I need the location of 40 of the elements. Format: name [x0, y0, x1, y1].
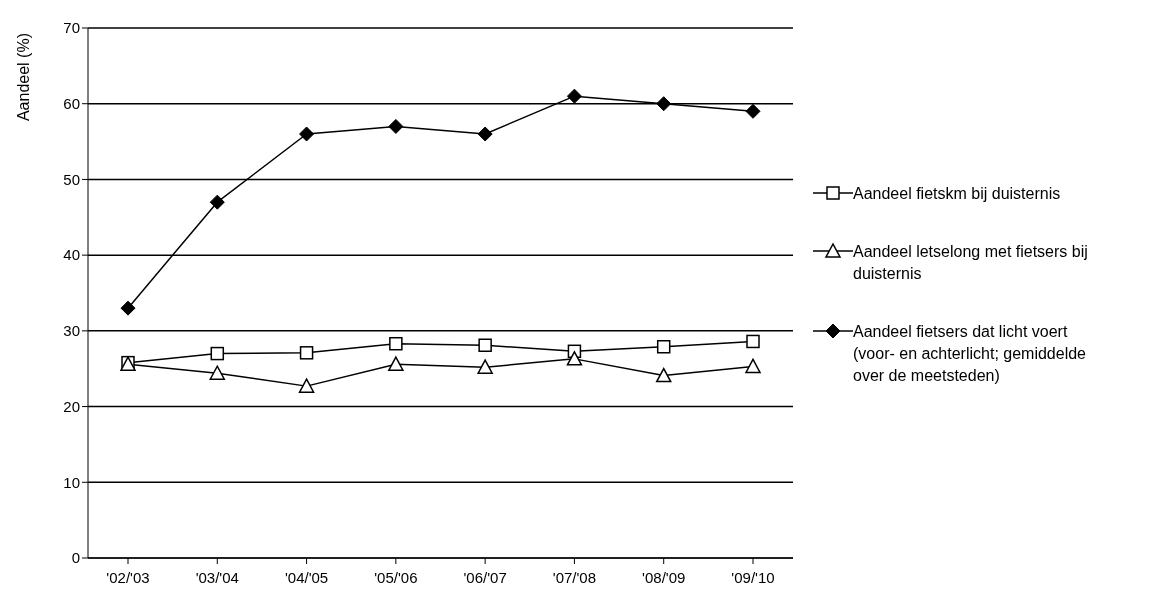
point — [478, 338, 492, 352]
point — [210, 346, 225, 361]
point — [477, 126, 493, 142]
point — [477, 359, 493, 374]
y-tick-label: 50 — [63, 170, 80, 188]
point — [566, 88, 582, 104]
y-tick-label: 60 — [63, 95, 80, 113]
legend-label: Aandeel fietskm bij duisternis — [853, 184, 1061, 204]
point — [746, 334, 760, 349]
y-tick-label: 40 — [63, 246, 80, 264]
x-tick-label: '07/'08 — [552, 568, 597, 586]
point — [566, 351, 583, 366]
point — [388, 356, 404, 371]
point — [656, 96, 672, 112]
y-tick-label: 10 — [63, 473, 80, 491]
x-tick-label: '06/'07 — [463, 568, 507, 586]
point — [389, 336, 403, 351]
point — [745, 103, 761, 119]
point — [655, 367, 672, 383]
y-tick-label: 20 — [63, 397, 80, 415]
x-tick-label: '05/'06 — [374, 568, 418, 586]
point — [745, 358, 761, 374]
legend-label: Aandeel fietsers dat licht voert (voor- en achterlicht; gemiddelde over de meetsteden) — [853, 322, 1087, 386]
x-tick-label: '03/'04 — [195, 568, 239, 586]
point — [388, 118, 404, 134]
point — [298, 378, 315, 393]
point — [120, 300, 136, 316]
point — [209, 365, 226, 381]
point — [299, 346, 314, 360]
y-tick-label: 0 — [71, 549, 80, 567]
x-tick-label: '04/'05 — [284, 568, 329, 586]
y-tick-label: 70 — [63, 19, 80, 37]
legend-label: Aandeel letselong met fietsers bij duisternis — [853, 242, 1089, 284]
y-tick-label: 30 — [63, 322, 80, 340]
x-tick-label: '09/'10 — [731, 568, 775, 586]
x-tick-label: '02/'03 — [106, 568, 150, 586]
x-tick-label: '08/'09 — [642, 568, 686, 586]
point — [209, 194, 225, 210]
point — [656, 340, 671, 354]
y-axis-title: Aandeel (%) — [15, 33, 33, 122]
